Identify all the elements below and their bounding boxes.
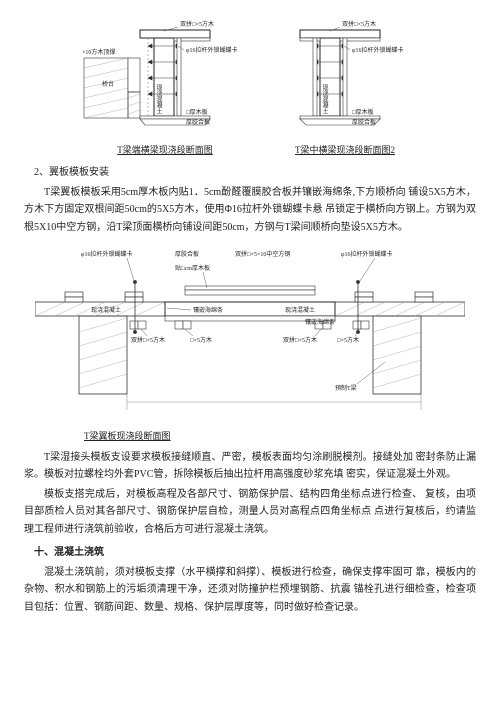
lbl-jiaohe-r: 厚胶合板 <box>352 118 376 126</box>
sec2-head: 2、翼板模板安装 <box>24 164 476 182</box>
lbl-shuangpin-r: 双拼□×5方木 <box>342 20 376 28</box>
lbl-fangmu: ×10方木顶撑 <box>82 48 115 56</box>
lbl-xianjiao-left: 现浇混凝土 <box>155 84 162 114</box>
fig-right-caption: T梁中横梁现浇段断面图2 <box>270 143 420 159</box>
lbl-houmuban: □厚木板 <box>186 108 208 116</box>
fig-wide-caption: T梁翼板现浇段断面图 <box>84 429 476 445</box>
lbl-qiaotai: 桥台 <box>102 80 114 88</box>
lbl-jiaohe: 厚胶合板 <box>186 118 210 126</box>
lbl-lagan: φ16拉杆外锁蝴蝶卡 <box>186 46 237 54</box>
lbl-xianjiao-right: 现浇混凝土 <box>321 84 328 114</box>
sec10-p1: 混凝土浇筑前，须对模板支撑（水平横撑和斜撑）、模板进行检查，确保支撑牢固可 靠，… <box>24 564 476 617</box>
lbl-shuangpin: 双拼□×5方木 <box>180 20 214 28</box>
wlbl-x5-r: □×5方木 <box>337 336 359 344</box>
wlbl-xianjiao-r: 现浇混凝土 <box>285 306 315 314</box>
wlbl-yuzhi: 预制T梁 <box>335 384 357 392</box>
wlbl-lagan-r: φ16拉杆外锁蝴蝶卡 <box>341 250 392 258</box>
sec2-p1: T梁翼板模板采用5cm厚木板内贴1．5cm酚醛覆膜胶合板并镶嵌海绵条,下方顺桥向… <box>24 184 476 237</box>
figure-wide: φ16拉杆外锁蝴蝶卡 厚胶合板 双拼□×5×10中空方钢 φ16拉杆外锁蝴蝶卡 … <box>24 242 476 444</box>
wlbl-x5-l: □×5方木 <box>190 336 212 344</box>
wlbl-muban: 贴□cm厚木板 <box>175 264 210 272</box>
wlbl-xianjiao-l: 现浇混凝土 <box>91 306 121 314</box>
wlbl-haimian-l: 镶嵌海绵条 <box>193 306 223 314</box>
fig-left-caption: T梁端横梁现浇段断面图 <box>80 143 250 159</box>
wlbl-lagan-l: φ16拉杆外锁蝴蝶卡 <box>81 250 132 258</box>
figure-right: 双拼□×5方木 φ16拉杆外锁蝴蝶卡 □厚木板 厚胶合板 现浇混凝土 T梁中横梁… <box>270 16 420 158</box>
lbl-lagan-r: φ16拉杆外锁蝴蝶卡 <box>352 46 403 54</box>
wlbl-jiaohe: 厚胶合板 <box>175 250 199 258</box>
wlbl-shuangpin-l: 双拼□×5方木 <box>131 336 165 344</box>
wlbl-zhongkong: 双拼□×5×10中空方钢 <box>235 250 290 258</box>
p-afterwide-1: T梁湿接头模板支设要求模板接缝顺直、严密，模板表面均匀涂刷脱模剂。接缝处加 密封… <box>24 449 476 484</box>
wlbl-shuangpin-r: 双拼□×5方木 <box>283 336 317 344</box>
wlbl-haimian-r: 镶嵌海绵条 <box>305 318 335 326</box>
lbl-houmuban-r: □厚木板 <box>352 108 374 116</box>
p-afterwide-2: 模板支搭完成后，对模板高程及各部尺寸、钢筋保护层、结构四角坐标点进行检查、 复核… <box>24 486 476 539</box>
sec10-head: 十、混凝土浇筑 <box>24 544 476 562</box>
figure-left: 双拼□×5方木 φ16拉杆外锁蝴蝶卡 ×10方木顶撑 桥台 □厚木板 厚胶合板 … <box>80 16 250 158</box>
